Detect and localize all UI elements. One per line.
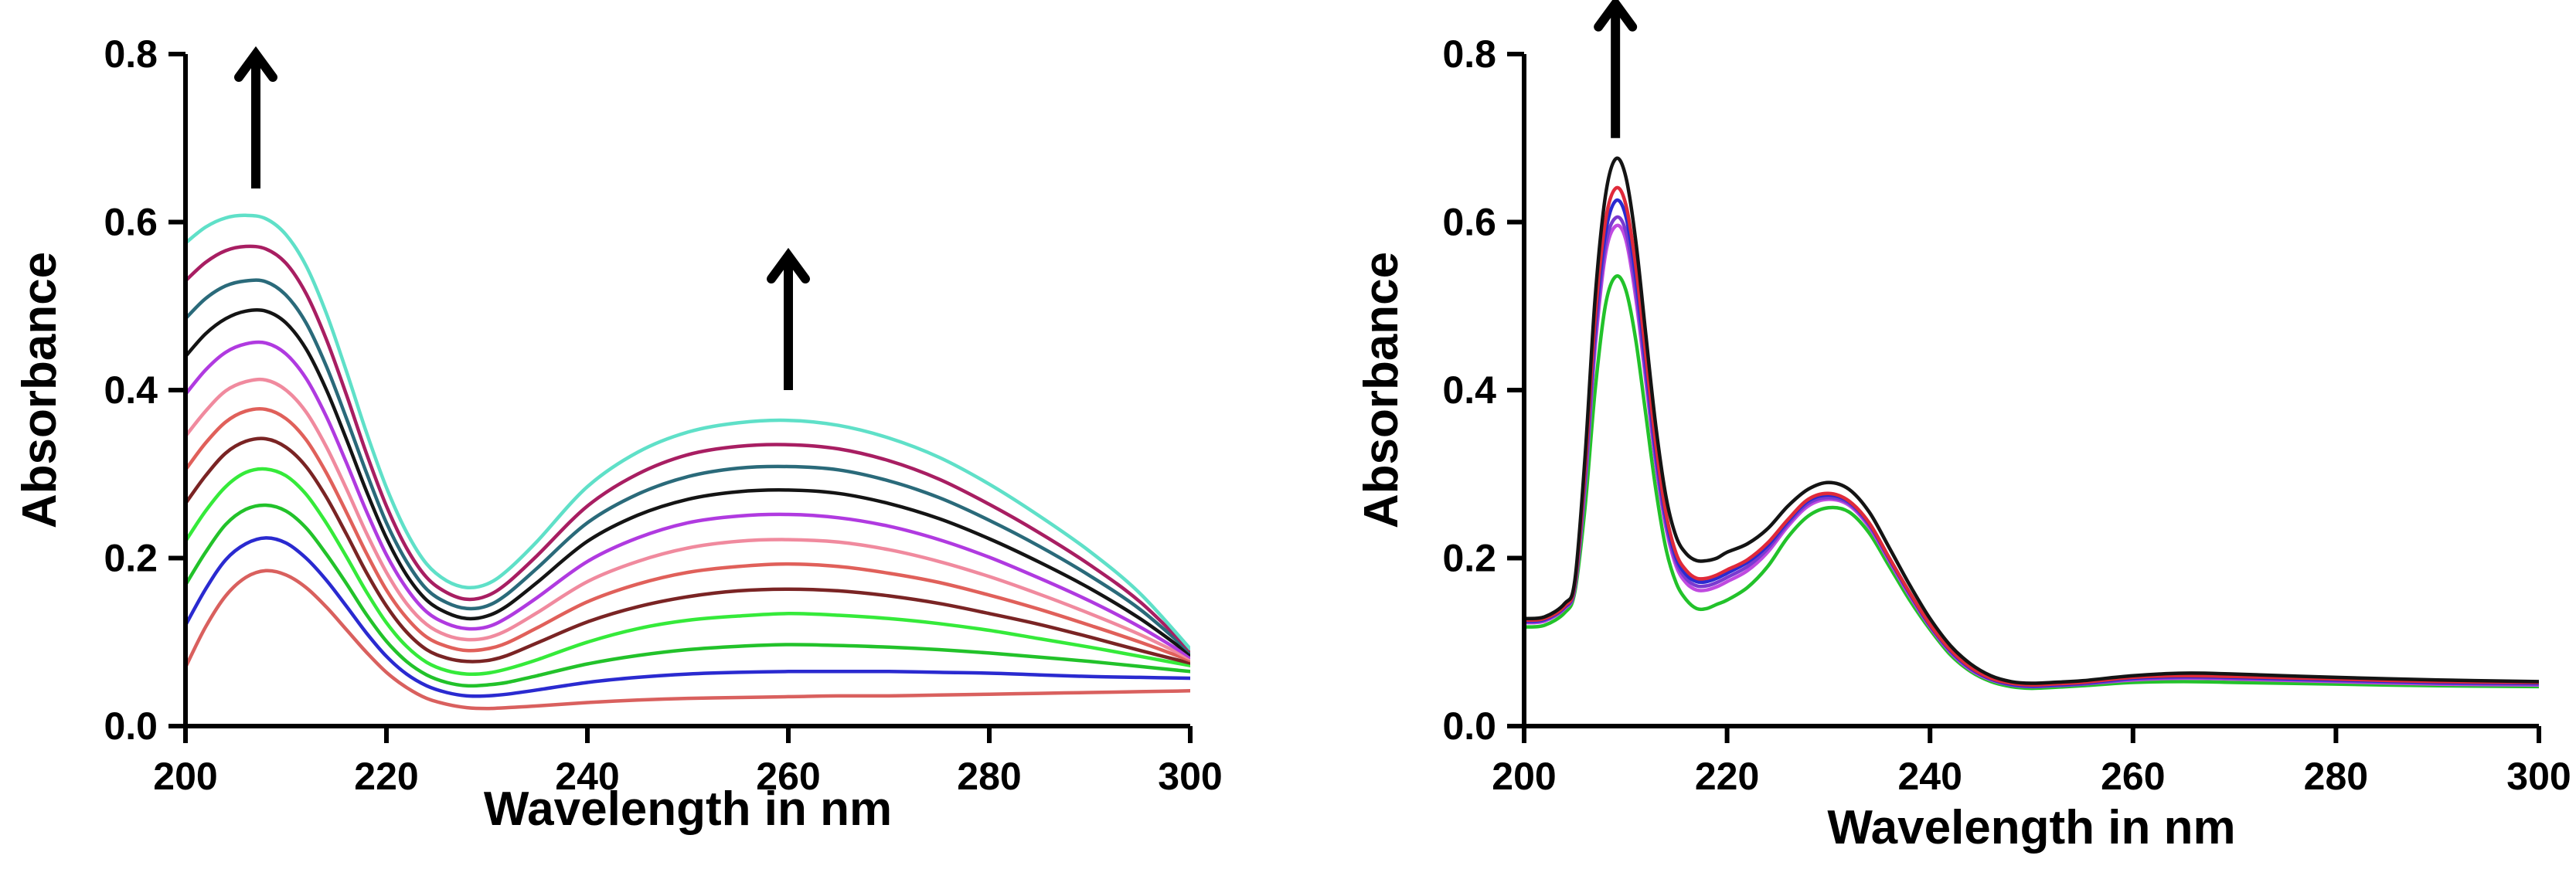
series-line-8	[185, 340, 1190, 660]
series-line-2	[185, 536, 1190, 698]
x-tick-label: 260	[2101, 755, 2165, 798]
series-line-2	[1524, 223, 2539, 689]
y-tick-label: 0.8	[1442, 32, 1496, 76]
x-axis-title: Wavelength in nm	[1827, 801, 2235, 854]
x-tick-label: 280	[2304, 755, 2368, 798]
y-tick-label: 0.2	[1442, 537, 1496, 580]
x-tick-label: 240	[555, 755, 619, 798]
series-line-1	[185, 569, 1190, 711]
y-tick-label: 0.4	[1442, 368, 1496, 412]
series-line-4	[185, 467, 1190, 677]
series-line-9	[185, 307, 1190, 657]
series-line-12	[185, 213, 1190, 651]
y-tick-label: 0.8	[104, 32, 158, 76]
series-line-11	[185, 244, 1190, 653]
x-tick-label: 200	[153, 755, 217, 798]
x-tick-label: 220	[354, 755, 418, 798]
y-tick-label: 0.2	[104, 537, 158, 580]
series-line-7	[185, 377, 1190, 661]
arrow-up-annotation	[1594, 0, 1638, 138]
x-tick-label: 300	[2506, 755, 2571, 798]
y-tick-label: 0.6	[1442, 201, 1496, 244]
arrow-up-annotation	[234, 46, 277, 188]
x-tick-label: 240	[1897, 755, 1962, 798]
series-line-5	[185, 436, 1190, 665]
series-line-6	[1524, 156, 2539, 685]
x-tick-label: 280	[957, 755, 1021, 798]
series-line-10	[185, 278, 1190, 654]
x-tick-label: 220	[1695, 755, 1759, 798]
y-axis-title: Absorbance	[1355, 252, 1408, 528]
left-chart-panel: 0.0 0.2 0.4 0.6 0.8 200 220 240 260 280 300 Wavelen…	[13, 32, 1223, 836]
y-tick-label: 0.0	[104, 704, 158, 748]
x-tick-label: 300	[1158, 755, 1222, 798]
series-line-3	[1524, 215, 2539, 689]
series-line-4	[1524, 198, 2539, 688]
series-lines	[1524, 156, 2539, 691]
x-tick-label: 200	[1492, 755, 1556, 798]
y-axis-title: Absorbance	[13, 252, 66, 528]
x-axis-title: Wavelength in nm	[484, 782, 892, 836]
series-lines	[185, 213, 1190, 711]
series-line-1	[1524, 274, 2539, 691]
series-line-5	[1524, 185, 2539, 687]
series-line-6	[185, 407, 1190, 663]
right-chart-panel: 0.0 0.2 0.4 0.6 0.8 200 220 240 260 280 300 Wavelen…	[1355, 0, 2571, 854]
y-tick-label: 0.0	[1442, 704, 1496, 748]
y-tick-label: 0.4	[104, 368, 158, 412]
arrow-up-annotation	[767, 247, 810, 390]
y-tick-label: 0.6	[104, 201, 158, 244]
series-line-3	[185, 503, 1190, 688]
x-tick-label: 260	[756, 755, 820, 798]
